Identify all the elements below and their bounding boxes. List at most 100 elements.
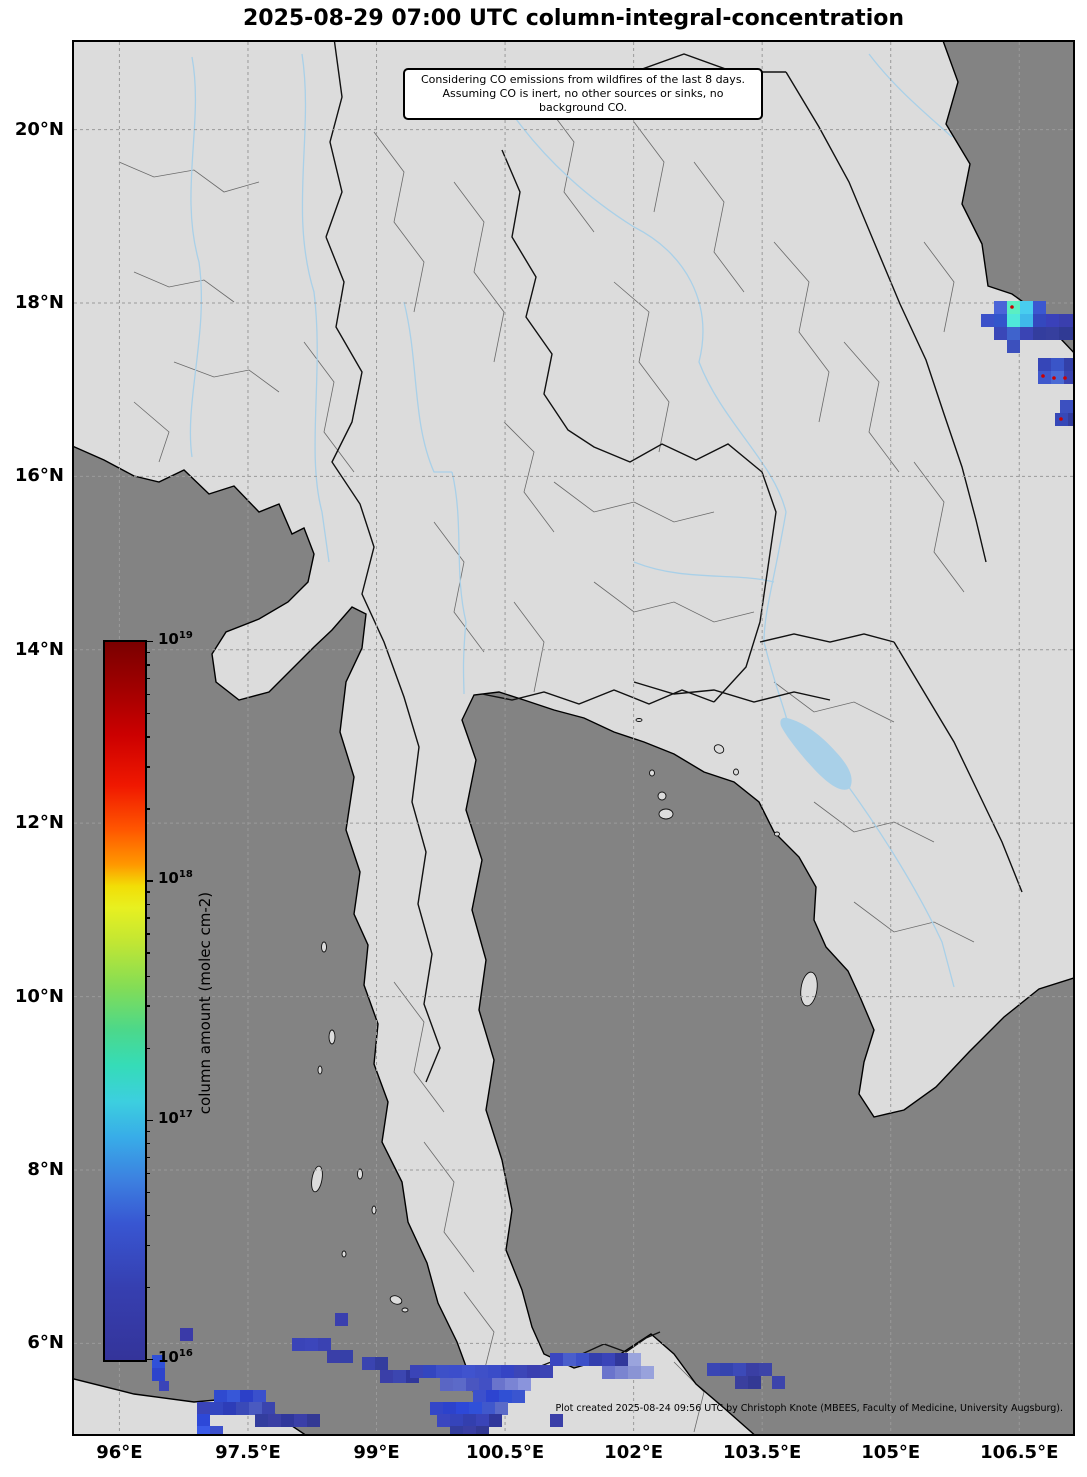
colorbar-tick [145,1214,150,1217]
co-cell [576,1353,589,1366]
co-cell [602,1353,615,1366]
province-borders [118,101,975,1433]
colorbar-tick [145,678,150,680]
co-cell [1007,340,1020,353]
co-cell [262,1402,275,1415]
co-cell [641,1366,654,1379]
colorbar-label: column amount (molec cm-2) [196,891,214,1115]
co-cell [1020,301,1033,314]
map-panel: Considering CO emissions from wildfires … [72,40,1075,1436]
colorbar-tick [145,1244,150,1247]
colorbar-tick [145,1005,150,1007]
co-cell [482,1402,495,1415]
co-cell [240,1390,253,1403]
y-tick-label: 20°N [14,118,64,140]
co-cell [628,1353,641,1366]
co-cell [210,1426,223,1434]
co-cell [1020,327,1033,340]
co-cell [994,327,1007,340]
co-cell [340,1350,353,1363]
co-cell [1046,314,1059,327]
co-cell [505,1378,518,1391]
co-cell [362,1357,375,1370]
co-cell [628,1366,641,1379]
co-cell [499,1390,512,1403]
co-cell [981,314,994,327]
co-cell [1064,371,1073,384]
x-tick-label: 105°E [861,1442,921,1463]
fire-dot [1063,376,1067,380]
co-cell [1033,301,1046,314]
co-cell [540,1365,553,1378]
co-cell [527,1365,540,1378]
y-tick-label: 10°N [14,985,64,1007]
co-cell [307,1414,320,1427]
colorbar-tick [145,1156,150,1159]
co-cell [602,1366,615,1379]
co-cell [550,1353,563,1366]
co-cell [318,1338,331,1351]
co-cell [1064,358,1073,371]
co-cell [1038,371,1051,384]
co-cell [733,1363,746,1376]
co-cell [707,1363,720,1376]
rivers [189,53,1031,988]
colorbar-tick [145,1130,150,1132]
gulf-of-thailand-south-china-sea [461,691,1073,1434]
colorbar-tick-label: 1018 [158,869,193,888]
x-tick-label: 96°E [96,1442,143,1463]
x-tick-label: 99°E [353,1442,400,1463]
islands [311,718,818,1313]
co-cell [423,1365,436,1378]
colorbar-tick [145,903,150,905]
andaman-sea [74,445,478,1434]
fire-dot [1041,374,1045,378]
co-cell [615,1366,628,1379]
co-cell [488,1365,501,1378]
co-cell [501,1365,514,1378]
fire-dot [1059,417,1063,421]
gulf-of-tonkin [942,42,1073,353]
colorbar-gradient [103,640,147,1362]
x-tick-label: 106.5°E [980,1442,1059,1463]
country-borders [325,42,1023,1373]
y-tick-label: 8°N [27,1158,64,1180]
co-cell [486,1390,499,1403]
co-cell [430,1402,443,1415]
co-cell [253,1390,266,1403]
co-cell [197,1402,210,1415]
colorbar-tick [145,975,150,977]
co-cell [1059,314,1073,327]
colorbar-tick [145,917,150,919]
co-cell [476,1414,489,1427]
co-cell [180,1328,193,1341]
co-cell [152,1368,165,1381]
co-cell [456,1402,469,1415]
co-cell [563,1353,576,1366]
y-tick-label: 12°N [14,812,64,834]
co-cell [589,1353,602,1366]
fire-dot [1010,305,1014,309]
colorbar-tick [145,736,150,738]
co-cell [1046,327,1059,340]
credit-text: Plot created 2025-08-24 09:56 UTC by Chr… [555,1403,1064,1414]
annotation-box: Considering CO emissions from wildfires … [403,68,763,120]
co-cell [469,1402,482,1415]
co-cell [437,1414,450,1427]
colorbar-tick [145,694,150,696]
co-cell [210,1402,223,1415]
co-cell [479,1378,492,1391]
colorbar-tick [145,933,150,935]
co-cell [462,1365,475,1378]
co-cell [550,1414,563,1427]
co-cell [1051,371,1064,384]
x-tick-label: 97.5°E [215,1442,281,1463]
co-cell [1033,327,1046,340]
annotation-line-2: Assuming CO is inert, no other sources o… [442,87,724,114]
co-concentration-cells [152,301,1073,1434]
co-cell [512,1390,525,1403]
co-cell [1007,327,1020,340]
co-cell [463,1414,476,1427]
co-cell [476,1426,489,1434]
co-cell [450,1414,463,1427]
